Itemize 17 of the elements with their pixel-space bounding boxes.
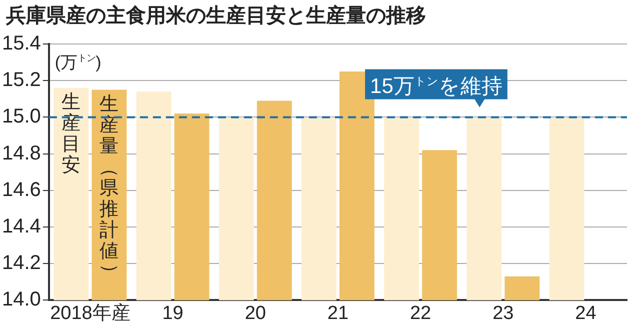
y-tick-label: 14.4 xyxy=(2,216,41,238)
x-tick-label: 22 xyxy=(410,302,432,324)
chart-title: 兵庫県産の主食用米の生産目安と生産量の推移 xyxy=(6,2,426,29)
x-tick-label: 2018年産 xyxy=(50,302,130,324)
y-tick-label: 14.8 xyxy=(2,142,41,164)
y-tick-label: 15.0 xyxy=(2,106,41,128)
x-tick-label: 19 xyxy=(162,302,184,324)
y-tick-label: 15.4 xyxy=(2,32,41,55)
x-tick-label: 20 xyxy=(244,302,266,324)
y-tick-label: 14.2 xyxy=(2,252,41,274)
y-tick-label: 15.2 xyxy=(2,69,41,92)
y-tick-label: 14.0 xyxy=(2,288,41,311)
x-tick-label: 24 xyxy=(575,302,597,324)
x-tick-label: 23 xyxy=(492,302,514,324)
x-tick-label: 21 xyxy=(327,302,349,324)
y-tick-label: 14.6 xyxy=(2,178,41,201)
series-label: 生産目安 xyxy=(62,92,81,176)
